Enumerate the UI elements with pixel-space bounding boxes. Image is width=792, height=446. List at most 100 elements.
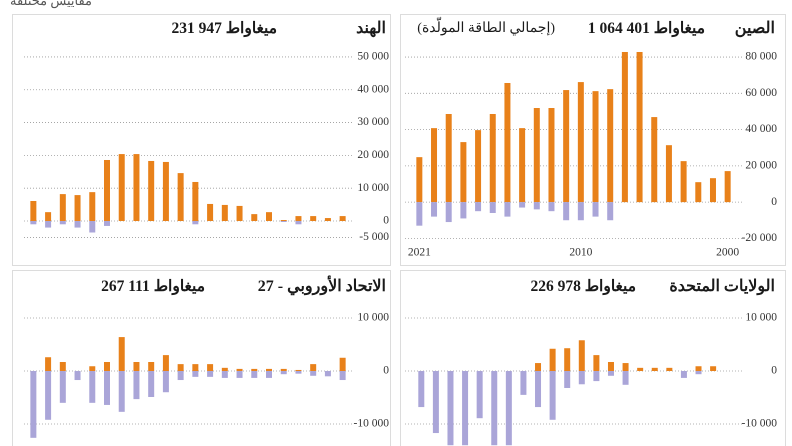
panel-total: 231 947 ميغاواط — [171, 20, 277, 37]
bar — [339, 371, 346, 381]
y-tick-label: 40 000 — [745, 123, 777, 135]
bar — [533, 108, 540, 203]
bar — [221, 367, 228, 372]
bar — [447, 371, 454, 446]
bar — [431, 202, 438, 217]
bar — [148, 362, 155, 372]
bar — [519, 202, 526, 208]
bar — [431, 128, 438, 203]
bar — [89, 366, 96, 372]
bar — [192, 371, 199, 377]
bar — [118, 371, 125, 412]
panel-title: الاتحاد الأوروبي - 27 — [257, 278, 386, 295]
y-tick-label: -10 000 — [354, 418, 390, 430]
bar — [592, 202, 599, 217]
bar — [310, 364, 317, 372]
bar — [310, 371, 317, 376]
bar — [593, 371, 600, 382]
bar — [207, 203, 214, 222]
bar — [520, 371, 527, 395]
bar — [418, 371, 425, 408]
panel-title: الهند — [356, 20, 386, 37]
bar — [251, 368, 258, 372]
bar — [578, 340, 585, 372]
bar — [133, 154, 140, 222]
bar — [236, 371, 243, 378]
bar — [280, 371, 287, 375]
bar — [162, 161, 169, 222]
bar — [295, 216, 302, 222]
bar — [89, 371, 96, 403]
panel-frame — [12, 14, 391, 266]
bar — [445, 113, 452, 203]
y-tick-label: 0 — [383, 215, 389, 227]
bar — [280, 220, 287, 222]
bar — [666, 367, 673, 372]
bar — [104, 159, 110, 222]
bar — [104, 362, 110, 372]
panel-frame — [400, 14, 786, 266]
bar — [133, 371, 140, 400]
bar — [104, 371, 110, 405]
bar — [266, 212, 272, 222]
bar — [622, 363, 629, 372]
bar — [236, 205, 243, 222]
bar — [45, 221, 52, 228]
bar — [563, 90, 570, 203]
bar — [460, 142, 467, 203]
bar — [564, 371, 571, 388]
bar — [74, 371, 81, 381]
bar — [519, 128, 526, 203]
panel-title: الصين — [734, 20, 775, 37]
bar — [148, 160, 155, 222]
x-tick-label: 2000 — [716, 247, 739, 259]
bar — [462, 371, 469, 446]
panel-title: الولايات المتحدة — [669, 278, 775, 295]
bar — [324, 371, 331, 377]
bar — [162, 371, 169, 393]
bar — [339, 216, 346, 222]
bar — [607, 89, 614, 203]
y-tick-label: 10 000 — [357, 312, 389, 324]
panel-frame — [400, 270, 786, 446]
bar — [295, 221, 302, 225]
bar — [432, 371, 439, 434]
bar — [177, 173, 184, 222]
bar — [30, 371, 37, 438]
bar — [651, 367, 658, 372]
bar — [310, 216, 317, 222]
bar — [475, 202, 482, 212]
y-tick-label: 40 000 — [357, 83, 389, 95]
bar — [651, 117, 658, 203]
y-tick-label: 60 000 — [745, 87, 777, 99]
panel-total: 267 111 ميغاواط — [101, 278, 205, 295]
bar — [221, 204, 228, 222]
note: مقاييس مختلفة — [10, 0, 92, 8]
panel-subtitle: (إجمالي الطاقة المولّدة) — [417, 21, 555, 36]
bar — [535, 363, 542, 372]
bar — [59, 194, 66, 222]
bar — [295, 369, 302, 372]
bar — [89, 192, 96, 222]
bar — [504, 82, 511, 203]
bar — [622, 371, 629, 385]
bar — [30, 200, 37, 222]
bar — [104, 221, 110, 226]
bar — [192, 364, 199, 372]
bar — [148, 371, 155, 397]
bar — [665, 145, 672, 203]
bar — [221, 371, 228, 378]
bar — [207, 364, 214, 372]
bar — [266, 368, 272, 372]
bar — [577, 202, 584, 221]
bar — [251, 214, 258, 222]
y-tick-label: 0 — [383, 365, 389, 377]
bar — [280, 368, 287, 372]
y-tick-label: -5 000 — [359, 231, 389, 243]
bar — [709, 178, 716, 203]
bar — [533, 202, 540, 210]
y-tick-label: -20 000 — [742, 232, 778, 244]
y-tick-label: 20 000 — [357, 149, 389, 161]
bar — [74, 195, 81, 222]
